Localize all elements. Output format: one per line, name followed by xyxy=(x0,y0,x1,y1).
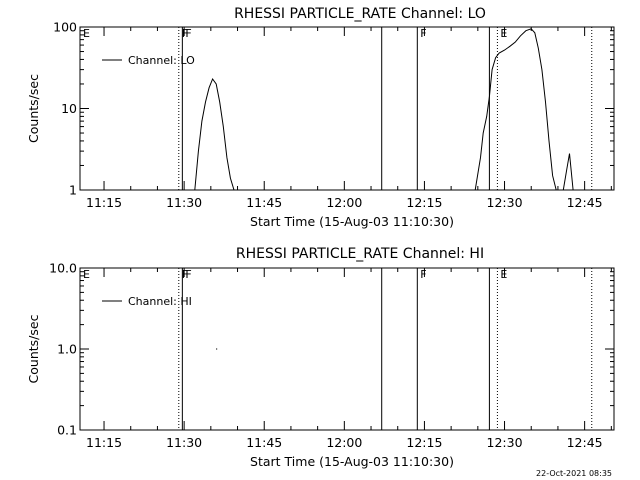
panel-1-event-marker-label: F xyxy=(182,27,188,40)
panel-1-y-axis-label: Counts/sec xyxy=(26,74,41,143)
panel-2-x-axis-label: Start Time (15-Aug-03 11:10:30) xyxy=(250,454,454,469)
panel-1-event-marker-label: F xyxy=(185,27,191,40)
panel-2-x-tick-label: 12:45 xyxy=(567,435,603,450)
panel-2-event-marker-label: E xyxy=(83,268,90,281)
panel-1-x-tick-label: 12:15 xyxy=(406,195,442,210)
panel-2-x-tick-label: 11:45 xyxy=(246,435,282,450)
panel-2-x-tick-label: 11:15 xyxy=(86,435,122,450)
panel-2-x-tick-label: 11:30 xyxy=(166,435,202,450)
panel-2-event-marker-label: F xyxy=(185,268,191,281)
panel-1-x-tick-label: 11:45 xyxy=(246,195,282,210)
panel-1-y-tick-label: 10 xyxy=(61,101,77,116)
panel-1-title: RHESSI PARTICLE_RATE Channel: LO xyxy=(234,6,486,22)
panel-1-legend-label: Channel: LO xyxy=(128,54,195,67)
panel-2-y-tick-label: 10.0 xyxy=(49,261,77,276)
panel-2-event-marker-label: F xyxy=(420,268,426,281)
panel-1-x-tick-label: 12:45 xyxy=(567,195,603,210)
panel-2-chart: RHESSI PARTICLE_RATE Channel: HI Counts/s… xyxy=(26,246,615,469)
panel-2-y-tick-label: 0.1 xyxy=(57,423,77,438)
panel-1-x-tick-label: 12:00 xyxy=(326,195,362,210)
panel-1-chart: RHESSI PARTICLE_RATE Channel: LO Counts/s… xyxy=(26,6,615,229)
panel-2-y-axis-label: Counts/sec xyxy=(26,314,41,383)
panel-2-legend-label: Channel: HI xyxy=(128,295,192,308)
panel-2-x-tick-label: 12:30 xyxy=(487,435,523,450)
panel-2-title: RHESSI PARTICLE_RATE Channel: HI xyxy=(236,246,484,262)
panel-1-event-marker-label: E xyxy=(500,27,507,40)
panel-2-event-marker-label: E xyxy=(500,268,507,281)
timestamp-footer: 22-Oct-2021 08:35 xyxy=(536,469,612,478)
panel-1-x-tick-label: 12:30 xyxy=(487,195,523,210)
panel-1-x-axis-label: Start Time (15-Aug-03 11:10:30) xyxy=(250,214,454,229)
panel-1-series-line xyxy=(194,28,579,191)
panel-1-x-tick-label: 11:15 xyxy=(86,195,122,210)
panel-1-x-tick-label: 11:30 xyxy=(166,195,202,210)
panel-1-y-tick-label: 1 xyxy=(69,183,77,198)
panel-2-x-tick-label: 12:00 xyxy=(326,435,362,450)
panel-2-y-tick-label: 1.0 xyxy=(57,342,77,357)
panel-2-event-marker-label: F xyxy=(182,268,188,281)
panel-1-event-marker-label: F xyxy=(420,27,426,40)
panel-1-event-marker-label: E xyxy=(83,27,90,40)
panel-1-y-tick-label: 100 xyxy=(53,20,77,35)
panel-2-x-tick-label: 12:15 xyxy=(406,435,442,450)
